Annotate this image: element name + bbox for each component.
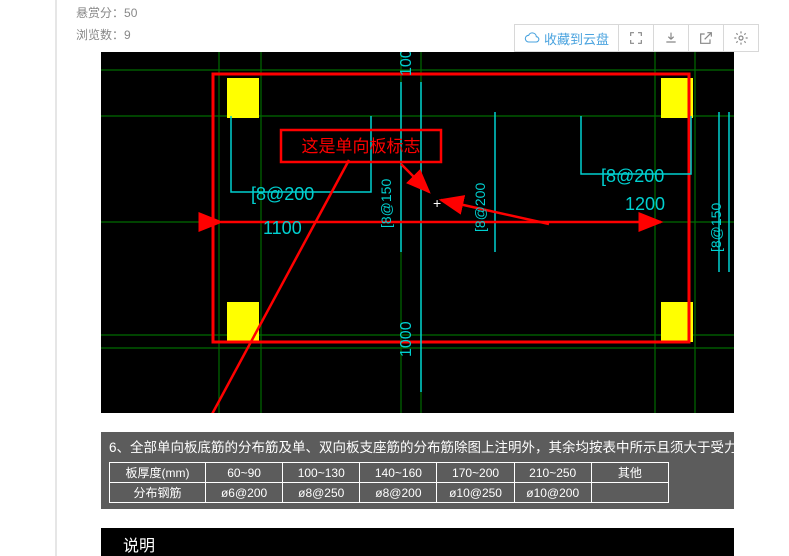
svg-text:1000: 1000 <box>398 321 415 357</box>
bottom-label: 说明 <box>101 528 734 556</box>
thickness-col: 140~160 <box>360 463 437 483</box>
fullscreen-icon <box>628 30 644 46</box>
svg-text:1100: 1100 <box>263 218 302 238</box>
bounty-row: 悬赏分：50 <box>76 2 137 24</box>
rebar-val: ø6@200 <box>206 483 283 503</box>
rebar-val: ø10@200 <box>514 483 591 503</box>
thickness-header: 板厚度(mm) <box>110 463 206 483</box>
svg-text:这是单向板标志: 这是单向板标志 <box>302 137 421 156</box>
cad-svg: 这是单向板标志 [8@200 1100 [8@200 1200 1000 1000 [8@15… <box>101 52 734 413</box>
share-icon <box>698 30 714 46</box>
image-toolbar: 收藏到云盘 <box>514 24 759 52</box>
rebar-val: ø8@250 <box>283 483 360 503</box>
views-label: 浏览数： <box>76 28 124 42</box>
svg-text:[8@200: [8@200 <box>601 166 664 186</box>
note-text: 6、全部单向板底筋的分布筋及单、双向板支座筋的分布筋除图上注明外，其余均按表中所… <box>101 432 734 462</box>
bounty-label: 悬赏分： <box>76 6 124 20</box>
svg-text:[8@150: [8@150 <box>708 203 724 252</box>
gear-icon <box>733 30 749 46</box>
thickness-col: 60~90 <box>206 463 283 483</box>
views-value: 9 <box>124 28 131 42</box>
svg-text:1000: 1000 <box>398 52 415 76</box>
svg-text:+: + <box>433 195 441 211</box>
views-row: 浏览数：9 <box>76 24 137 46</box>
svg-text:[8@200: [8@200 <box>472 183 488 232</box>
note-bar: 6、全部单向板底筋的分布筋及单、双向板支座筋的分布筋除图上注明外，其余均按表中所… <box>101 432 734 509</box>
thickness-col: 100~130 <box>283 463 360 483</box>
cloud-icon <box>524 30 540 46</box>
svg-text:[8@200: [8@200 <box>251 184 314 204</box>
fullscreen-button[interactable] <box>619 25 654 51</box>
thickness-col: 170~200 <box>437 463 514 483</box>
download-icon <box>663 30 679 46</box>
rebar-header: 分布钢筋 <box>110 483 206 503</box>
thickness-col: 210~250 <box>514 463 591 483</box>
rebar-val <box>591 483 668 503</box>
svg-text:1200: 1200 <box>625 194 665 214</box>
download-button[interactable] <box>654 25 689 51</box>
thickness-col: 其他 <box>591 463 668 483</box>
save-to-cloud-label: 收藏到云盘 <box>544 29 609 48</box>
bounty-value: 50 <box>124 6 137 20</box>
cad-drawing: 这是单向板标志 [8@200 1100 [8@200 1200 1000 1000 [8@15… <box>101 52 734 413</box>
post-meta: 悬赏分：50 浏览数：9 <box>76 2 137 46</box>
share-button[interactable] <box>689 25 724 51</box>
rebar-val: ø8@200 <box>360 483 437 503</box>
rebar-val: ø10@250 <box>437 483 514 503</box>
bottom-strip: 说明 <box>101 528 734 556</box>
settings-button[interactable] <box>724 25 758 51</box>
save-to-cloud-button[interactable]: 收藏到云盘 <box>515 25 619 51</box>
left-gutter <box>55 0 57 556</box>
distribution-table: 板厚度(mm)60~90100~130140~160170~200210~250… <box>109 462 726 503</box>
svg-text:[8@150: [8@150 <box>378 179 394 228</box>
